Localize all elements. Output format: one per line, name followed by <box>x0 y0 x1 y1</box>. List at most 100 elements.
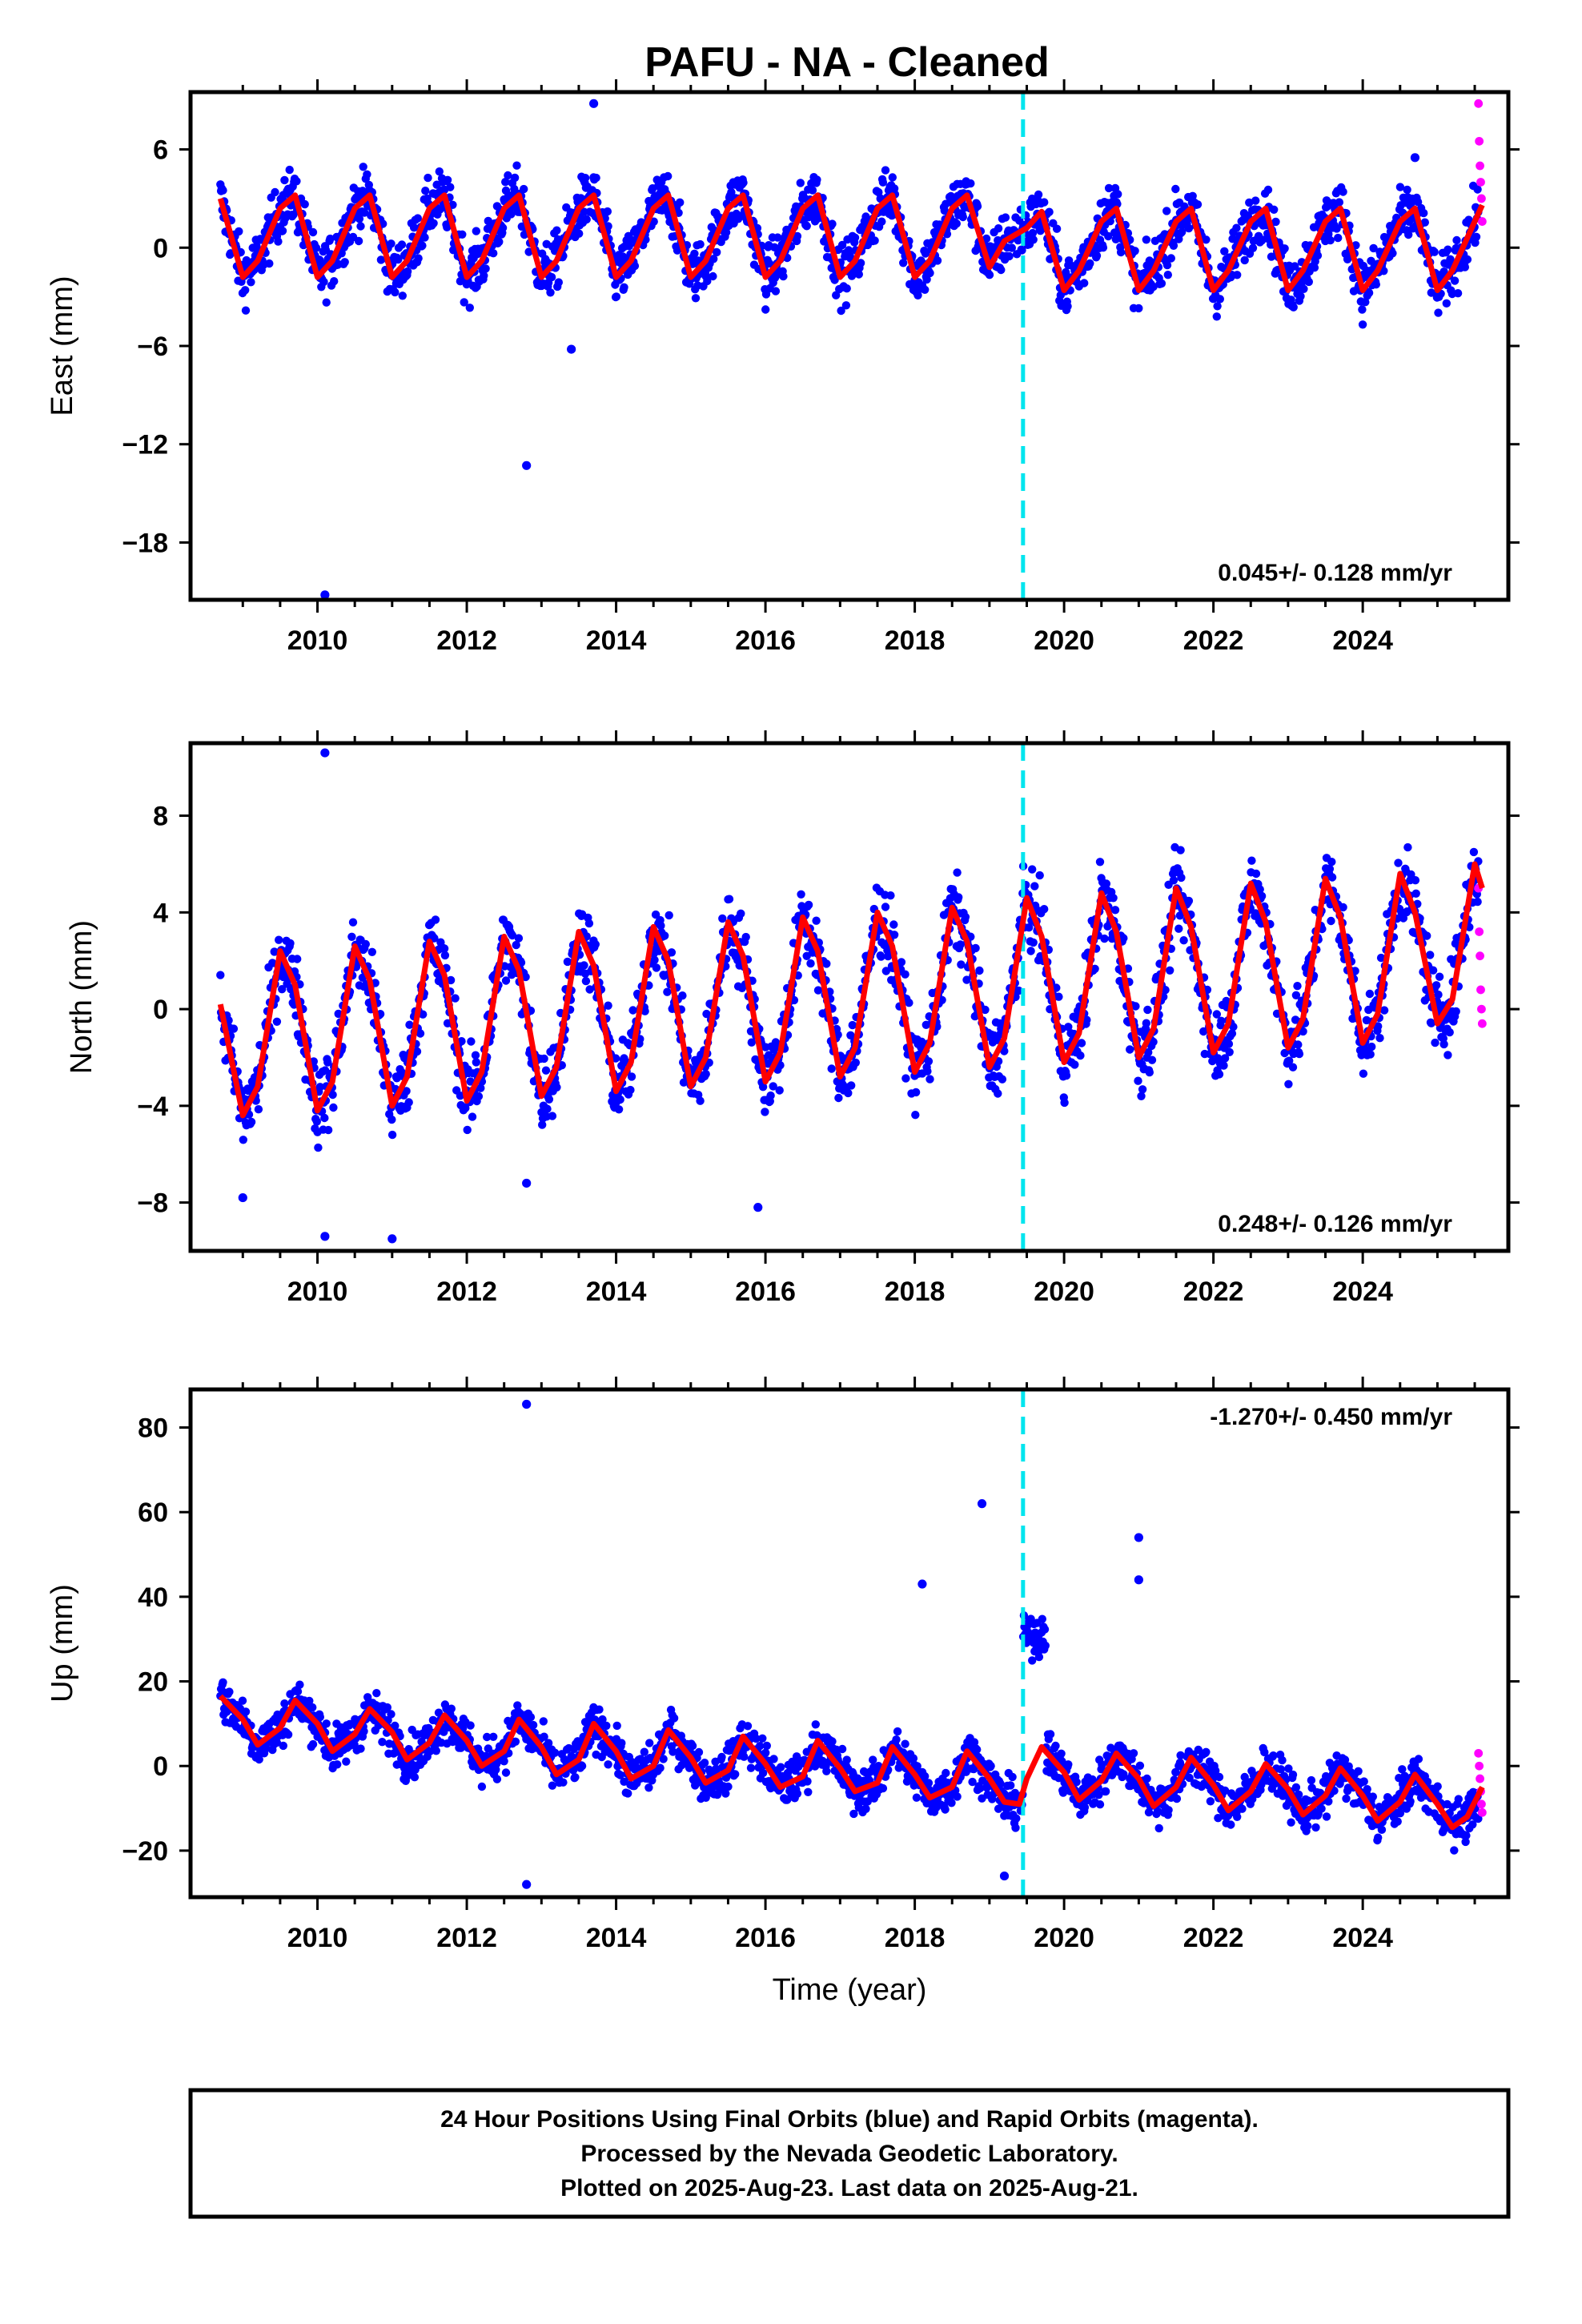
north-final-point <box>1469 847 1479 857</box>
up-final-point <box>295 1680 304 1689</box>
north-final-point <box>961 912 970 922</box>
north-final-point <box>581 976 591 986</box>
north-final-point <box>216 971 225 979</box>
north-final-point <box>544 1095 554 1104</box>
up-final-point <box>308 1739 318 1749</box>
north-final-point <box>1090 964 1099 974</box>
north-final-point <box>701 1070 710 1079</box>
north-final-point <box>1212 1010 1222 1019</box>
north-final-point <box>804 900 813 910</box>
east-final-point <box>696 239 705 249</box>
east-final-point <box>1296 292 1305 301</box>
east-final-point <box>841 301 851 310</box>
north-final-point <box>797 890 805 899</box>
north-final-point <box>812 916 821 925</box>
east-final-point <box>443 175 452 184</box>
north-final-point <box>1040 905 1049 914</box>
east-frame <box>188 90 1511 602</box>
north-final-point <box>665 911 673 920</box>
east-final-point <box>1215 295 1225 304</box>
north-final-point <box>272 1017 282 1027</box>
east-final-point <box>1180 202 1189 211</box>
east-final-point <box>1339 187 1347 196</box>
east-final-point <box>888 173 897 182</box>
north-final-point <box>320 1113 329 1123</box>
north-plot-area <box>216 743 1487 1251</box>
east-final-point <box>1007 243 1017 252</box>
north-final-point <box>1035 870 1044 880</box>
north-final-point <box>474 1092 484 1101</box>
north-final-point <box>451 994 460 1003</box>
east-final-point <box>1463 255 1472 264</box>
east-final-point <box>1184 223 1194 233</box>
north-y-axis-label: North (mm) <box>65 920 98 1074</box>
north-final-point <box>1327 916 1335 926</box>
north-frame <box>188 741 1511 1253</box>
east-xtick-label: 2022 <box>1183 625 1244 656</box>
north-model-curve <box>217 861 1485 1119</box>
east-final-point <box>418 241 427 250</box>
up-final-point <box>447 1704 456 1713</box>
north-xtick-label: 2024 <box>1332 1277 1393 1307</box>
east-final-point <box>1213 302 1222 311</box>
east-final-point <box>359 163 367 171</box>
north-ytick-label: −4 <box>137 1092 168 1122</box>
north-final-point <box>440 951 450 960</box>
east-final-point <box>1251 196 1260 205</box>
up-final-point <box>378 1738 387 1747</box>
east-plot-area <box>216 92 1487 600</box>
east-final-point <box>842 284 851 293</box>
up-final-point <box>528 1720 538 1730</box>
east-final-point <box>1062 267 1070 277</box>
north-final-point <box>543 1104 552 1113</box>
north-final-point <box>419 1010 428 1019</box>
east-final-point <box>355 215 364 223</box>
north-final-point <box>1025 923 1034 932</box>
east-final-point <box>1240 255 1249 265</box>
up-final-point <box>308 1703 317 1712</box>
east-final-point <box>1388 249 1397 258</box>
north-final-point <box>508 931 517 940</box>
north-final-point <box>741 932 750 942</box>
north-final-point <box>1327 873 1337 882</box>
east-final-point <box>1358 320 1367 329</box>
east-final-point <box>1419 208 1428 218</box>
north-final-point <box>1227 1029 1237 1038</box>
east-final-point <box>1271 217 1280 227</box>
north-final-point <box>975 966 984 975</box>
north-final-point <box>329 1103 338 1112</box>
east-final-point <box>547 272 556 282</box>
up-final-point <box>571 1773 580 1782</box>
north-final-point <box>1374 1022 1383 1031</box>
east-final-point <box>1104 183 1114 193</box>
east-xtick-label: 2018 <box>885 625 946 656</box>
east-final-point <box>1404 230 1413 239</box>
east-final-point <box>363 170 371 179</box>
east-rapid-point <box>1476 161 1484 171</box>
up-final-point <box>404 1745 413 1754</box>
north-xtick-label: 2020 <box>1034 1277 1094 1307</box>
north-final-point <box>1219 1061 1228 1070</box>
north-final-point <box>1295 1049 1304 1059</box>
east-final-point <box>881 166 890 175</box>
north-final-point <box>1126 1045 1134 1054</box>
north-final-point <box>1431 1038 1439 1047</box>
north-final-point <box>323 1125 333 1135</box>
east-final-point <box>429 219 438 227</box>
east-rapid-point <box>1477 194 1486 203</box>
north-final-point <box>1147 1055 1157 1064</box>
up-final-point <box>694 1747 704 1757</box>
east-model-curve <box>217 192 1485 293</box>
north-final-point <box>1229 1023 1238 1031</box>
north-final-point <box>626 1085 635 1095</box>
north-rapid-point <box>1476 951 1484 961</box>
north-final-point <box>661 931 669 940</box>
north-final-point <box>471 1051 480 1059</box>
east-final-point <box>1080 279 1089 287</box>
east-final-point <box>1434 308 1443 317</box>
east-final-point <box>1171 184 1180 194</box>
east-final-point <box>1460 263 1470 271</box>
north-xtick-label: 2022 <box>1183 1277 1244 1307</box>
up-final-point <box>305 1696 314 1706</box>
east-final-point <box>926 268 934 278</box>
